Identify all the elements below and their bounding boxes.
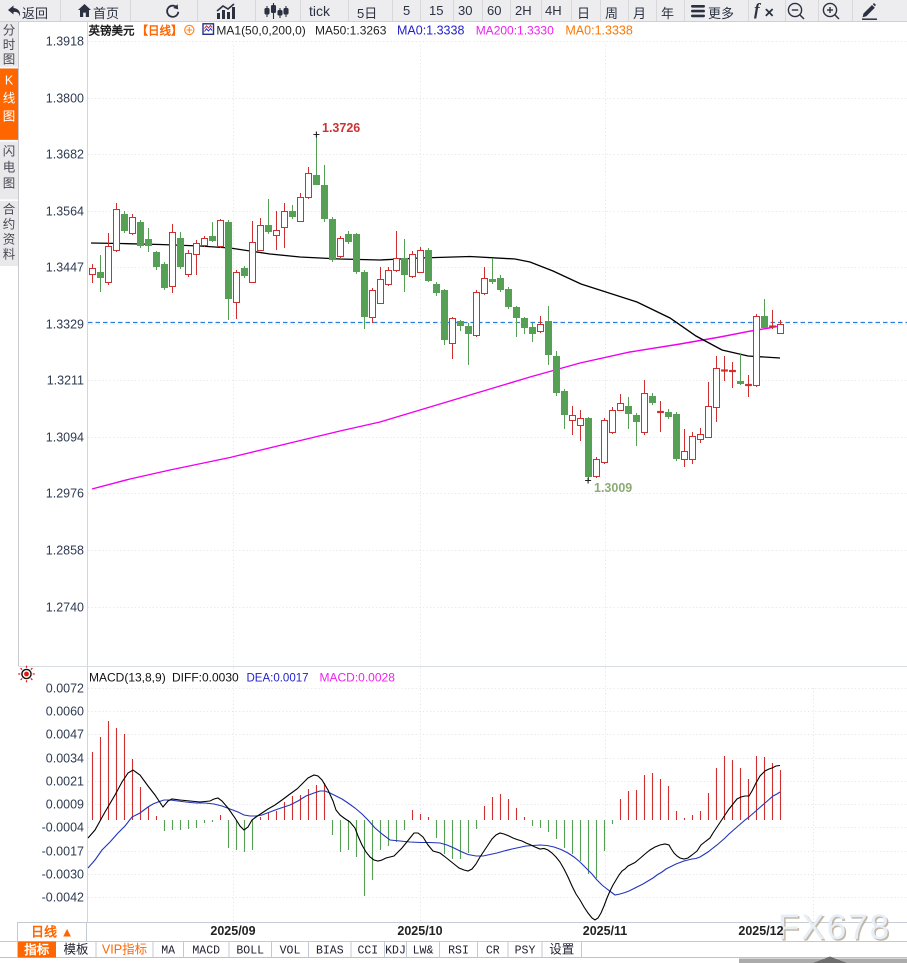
svg-text:0.0072: 0.0072 (46, 682, 84, 696)
svg-text:闪: 闪 (3, 145, 16, 159)
svg-text:日线 ▲: 日线 ▲ (31, 925, 73, 940)
svg-text:约: 约 (3, 217, 16, 232)
svg-text:MA1(50,0,200,0): MA1(50,0,200,0) (216, 24, 305, 38)
svg-text:MACD:0.0028: MACD:0.0028 (320, 671, 396, 685)
svg-text:模板: 模板 (63, 943, 89, 957)
svg-text:1.2740: 1.2740 (46, 601, 84, 615)
svg-text:1.3726: 1.3726 (322, 121, 360, 135)
svg-text:图: 图 (3, 177, 16, 191)
svg-text:MACD: MACD (192, 945, 220, 958)
svg-text:LW&: LW& (413, 945, 434, 958)
svg-text:时: 时 (3, 38, 16, 52)
svg-text:0.0021: 0.0021 (46, 775, 84, 789)
svg-text:2025/11: 2025/11 (583, 924, 628, 938)
svg-text:CCI: CCI (357, 945, 378, 958)
svg-text:1.3211: 1.3211 (47, 374, 84, 388)
svg-text:BIAS: BIAS (316, 945, 344, 958)
svg-text:0.0047: 0.0047 (46, 728, 84, 742)
svg-text:指标: 指标 (24, 942, 50, 957)
svg-text:1.2858: 1.2858 (46, 544, 84, 558)
svg-text:1.3329: 1.3329 (46, 318, 84, 332)
svg-text:FX678: FX678 (778, 908, 891, 947)
svg-text:2025/09: 2025/09 (210, 924, 255, 938)
svg-text:KDJ: KDJ (385, 945, 406, 958)
svg-text:0.0034: 0.0034 (46, 752, 84, 766)
svg-text:MA200:1.3330: MA200:1.3330 (476, 24, 554, 38)
svg-text:料: 料 (3, 248, 16, 262)
svg-text:1.3009: 1.3009 (594, 481, 632, 495)
svg-text:1.3682: 1.3682 (46, 148, 84, 162)
svg-text:0.0009: 0.0009 (46, 798, 84, 812)
svg-text:1.3918: 1.3918 (46, 35, 84, 49)
svg-text:图: 图 (3, 53, 16, 67)
svg-text:K: K (5, 74, 14, 88)
svg-text:合: 合 (3, 202, 16, 217)
svg-text:1.3094: 1.3094 (46, 431, 84, 445)
svg-text:VOL: VOL (280, 945, 301, 958)
svg-text:英镑美元: 英镑美元 (88, 24, 135, 38)
svg-text:MA0:1.3338: MA0:1.3338 (397, 24, 464, 38)
svg-text:分: 分 (3, 24, 16, 38)
svg-text:RSI: RSI (448, 945, 469, 958)
svg-text:1.2976: 1.2976 (46, 487, 84, 501)
svg-text:图: 图 (3, 110, 16, 124)
svg-text:-0.0042: -0.0042 (42, 891, 84, 905)
svg-text:设置: 设置 (549, 942, 574, 957)
svg-text:【日线】: 【日线】 (137, 24, 183, 38)
svg-text:MA: MA (161, 945, 175, 958)
svg-text:0.0060: 0.0060 (46, 705, 84, 719)
svg-text:CR: CR (486, 945, 500, 958)
svg-text:DIFF:0.0030: DIFF:0.0030 (172, 671, 239, 685)
svg-text:MACD(13,8,9): MACD(13,8,9) (89, 671, 166, 685)
svg-text:-0.0017: -0.0017 (42, 845, 84, 859)
svg-text:BOLL: BOLL (236, 945, 264, 958)
svg-text:-0.0004: -0.0004 (42, 821, 84, 835)
svg-text:PSY: PSY (515, 945, 536, 958)
svg-text:MA50:1.3263: MA50:1.3263 (315, 24, 387, 38)
svg-text:-0.0030: -0.0030 (42, 868, 84, 882)
svg-text:MA0:1.3338: MA0:1.3338 (565, 24, 632, 38)
svg-text:DEA:0.0017: DEA:0.0017 (247, 673, 309, 685)
svg-text:电: 电 (3, 161, 16, 175)
svg-text:2025/10: 2025/10 (397, 924, 442, 938)
svg-text:1.3800: 1.3800 (46, 92, 84, 106)
svg-text:2025/12: 2025/12 (738, 924, 783, 938)
svg-text:1.3564: 1.3564 (46, 205, 84, 219)
svg-text:线: 线 (3, 92, 16, 106)
svg-text:资: 资 (3, 233, 16, 247)
svg-text:1.3447: 1.3447 (46, 261, 84, 275)
svg-text:VIP指标: VIP指标 (102, 942, 147, 957)
